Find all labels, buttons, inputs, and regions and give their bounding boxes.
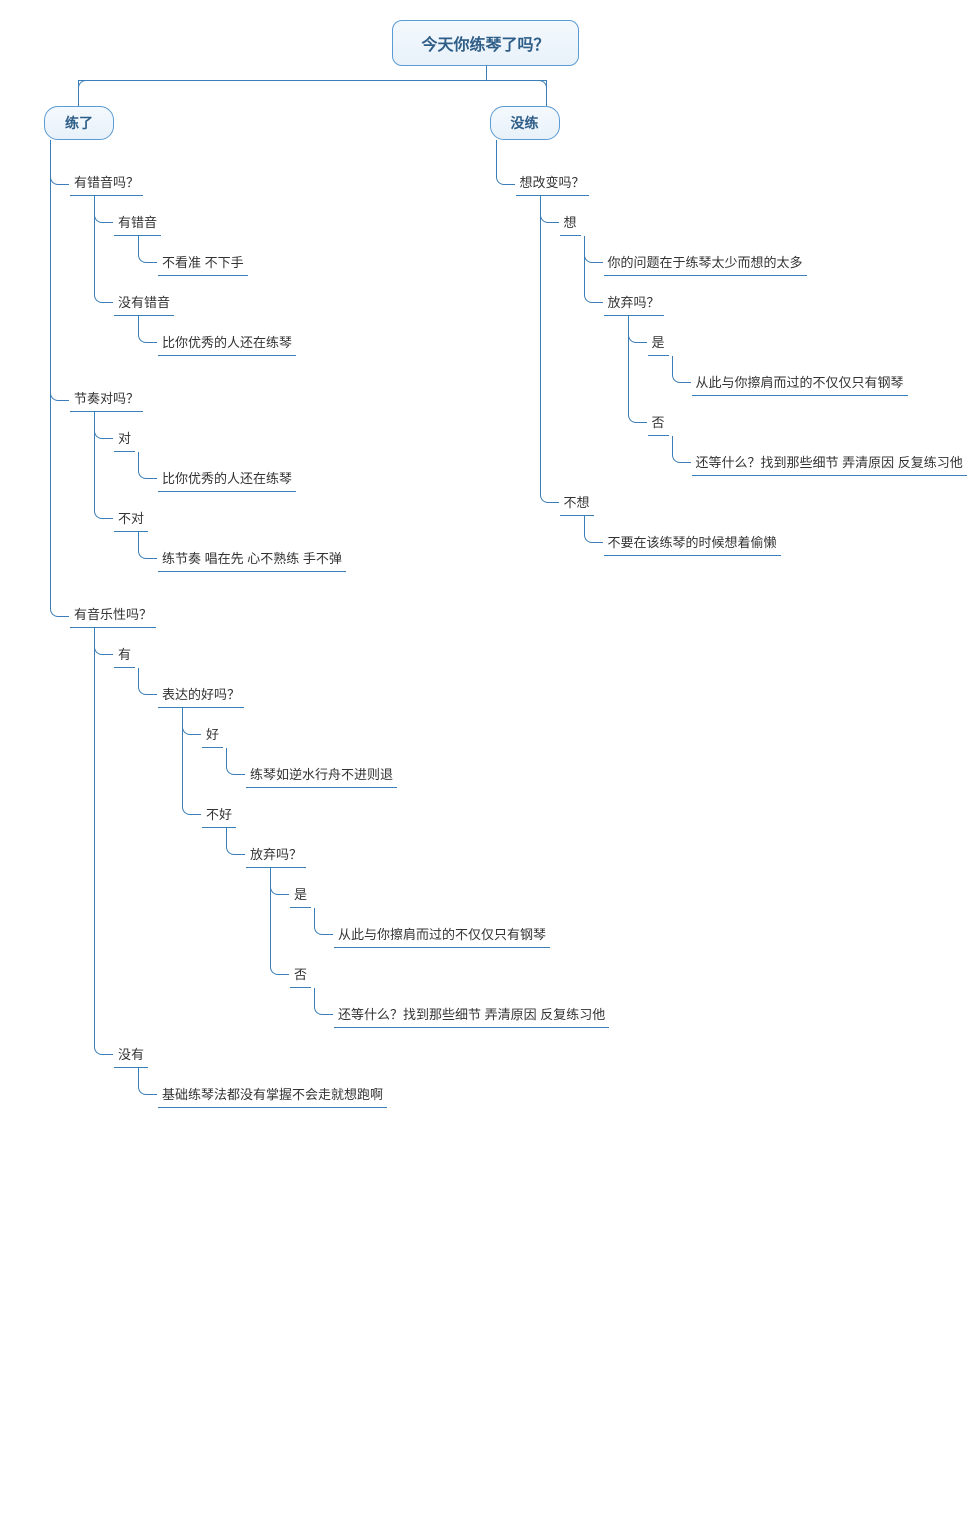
q-giveup-right: 放弃吗？ 是 从此与你擦肩而过的不仅仅只有钢琴 [584,276,952,476]
q-musicality: 有音乐性吗？ 有 表达的好吗？ 好 [50,572,486,1108]
q-rhythm: 节奏对吗？ 对 比你优秀的人还在练琴 不对 [50,356,486,572]
right-column: 没练 想改变吗？ 想 你的问题在于练琴太少而想的太多 放弃吗？ [486,106,952,556]
right-tree: 想改变吗？ 想 你的问题在于练琴太少而想的太多 放弃吗？ [496,140,952,556]
wrong-notes-yes-advice: 不看准 不下手 [138,236,486,276]
left-column: 练了 有错音吗？ 有错音 不看准 不下手 没有错音 [20,106,486,1108]
root-connector [20,66,951,106]
q-wrong-notes-label: 有错音吗？ [70,170,143,196]
left-tree: 有错音吗？ 有错音 不看准 不下手 没有错音 [50,140,486,1108]
q-rhythm-label: 节奏对吗？ [70,386,143,412]
giveup-left-no-advice: 还等什么？找到那些细节 弄清原因 反复练习他 [314,988,486,1028]
want-change-no: 不想 不要在该练琴的时候想着偷懒 [540,476,952,556]
root-label: 今天你练琴了吗？ [392,20,578,66]
wrong-notes-yes: 有错音 不看准 不下手 [94,196,486,276]
right-branch-head: 没练 [490,106,560,140]
musicality-no-advice: 基础练琴法都没有掌握不会走就想跑啊 [138,1068,486,1108]
root-node: 今天你练琴了吗？ [20,20,951,66]
q-want-change-label: 想改变吗？ [516,170,589,196]
left-branch-head: 练了 [44,106,114,140]
expression-bad: 不好 放弃吗？ 是 [182,788,486,1028]
giveup-right-no-advice: 还等什么？找到那些细节 弄清原因 反复练习他 [672,436,952,476]
giveup-right-yes: 是 从此与你擦肩而过的不仅仅只有钢琴 [628,316,952,396]
columns: 练了 有错音吗？ 有错音 不看准 不下手 没有错音 [20,106,951,1108]
giveup-right-no: 否 还等什么？找到那些细节 弄清原因 反复练习他 [628,396,952,476]
want-change-yes: 想 你的问题在于练琴太少而想的太多 放弃吗？ 是 [540,196,952,476]
rhythm-no: 不对 练节奏 唱在先 心不熟练 手不弹 [94,492,486,572]
want-change-yes-advice: 你的问题在于练琴太少而想的太多 [584,236,952,276]
expression-good-advice: 练琴如逆水行舟不进则退 [226,748,486,788]
wrong-notes-no: 没有错音 比你优秀的人还在练琴 [94,276,486,356]
q-wrong-notes: 有错音吗？ 有错音 不看准 不下手 没有错音 [50,140,486,356]
musicality-yes: 有 表达的好吗？ 好 练琴如逆水行舟不进则退 [94,628,486,1028]
q-giveup-left: 放弃吗？ 是 从此与你擦肩而过的不仅仅只有钢琴 [226,828,486,1028]
want-change-no-advice: 不要在该练琴的时候想着偷懒 [584,516,952,556]
expression-good: 好 练琴如逆水行舟不进则退 [182,708,486,788]
musicality-no: 没有 基础练琴法都没有掌握不会走就想跑啊 [94,1028,486,1108]
rhythm-yes: 对 比你优秀的人还在练琴 [94,412,486,492]
wrong-notes-no-advice: 比你优秀的人还在练琴 [138,316,486,356]
wrong-notes-no-label: 没有错音 [114,290,174,316]
giveup-left-yes: 是 从此与你擦肩而过的不仅仅只有钢琴 [270,868,486,948]
rhythm-no-advice: 练节奏 唱在先 心不熟练 手不弹 [138,532,486,572]
rhythm-yes-advice: 比你优秀的人还在练琴 [138,452,486,492]
q-musicality-label: 有音乐性吗？ [70,602,156,628]
q-want-change: 想改变吗？ 想 你的问题在于练琴太少而想的太多 放弃吗？ [496,140,952,556]
giveup-left-no: 否 还等什么？找到那些细节 弄清原因 反复练习他 [270,948,486,1028]
wrong-notes-yes-label: 有错音 [114,210,161,236]
q-expression: 表达的好吗？ 好 练琴如逆水行舟不进则退 [138,668,486,1028]
giveup-left-yes-advice: 从此与你擦肩而过的不仅仅只有钢琴 [314,908,486,948]
giveup-right-yes-advice: 从此与你擦肩而过的不仅仅只有钢琴 [672,356,952,396]
